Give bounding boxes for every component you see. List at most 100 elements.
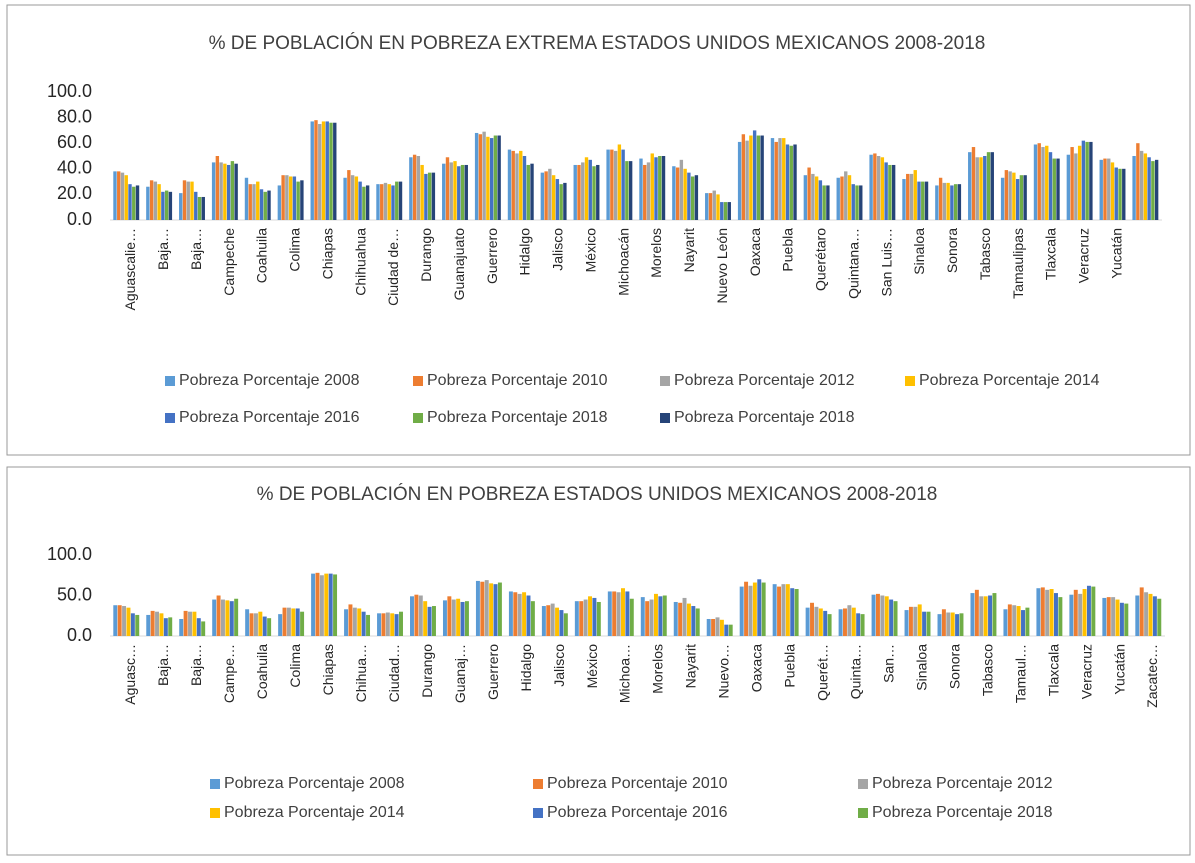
bar <box>354 176 359 220</box>
bar <box>1052 158 1056 220</box>
bar <box>716 194 720 220</box>
bar <box>412 154 417 220</box>
y-tick-label: 0.0 <box>67 625 92 645</box>
bar <box>884 162 888 220</box>
bar <box>1054 593 1058 636</box>
bar <box>1049 589 1054 636</box>
x-tick-label: Zacatec… <box>1144 644 1160 708</box>
bar <box>179 618 184 636</box>
bar <box>970 593 975 636</box>
x-tick-label: Oaxaca <box>749 644 765 692</box>
bar <box>860 614 865 636</box>
y-tick-label: 50.0 <box>57 584 92 604</box>
bar <box>770 138 775 220</box>
bar <box>1106 597 1111 636</box>
bar <box>453 161 457 220</box>
bar <box>234 598 239 636</box>
bar <box>1144 592 1149 636</box>
bar <box>946 182 950 220</box>
bar <box>851 607 856 636</box>
bar <box>418 595 423 636</box>
bar <box>427 606 432 636</box>
legend-label: Pobreza Porcentaje 2012 <box>872 775 1053 792</box>
bar <box>979 596 984 636</box>
bar <box>650 153 654 220</box>
bar <box>694 175 699 220</box>
bar <box>522 156 527 220</box>
bar <box>1004 170 1009 220</box>
bar <box>1003 609 1008 636</box>
bar <box>785 144 790 220</box>
legend-swatch <box>858 808 868 818</box>
bar <box>673 601 678 636</box>
bar <box>333 574 338 636</box>
bar <box>1073 589 1078 636</box>
bar <box>183 610 188 636</box>
bar <box>517 593 522 636</box>
bar <box>1025 607 1030 636</box>
bar <box>409 157 413 220</box>
bar <box>168 617 173 636</box>
bar <box>625 161 629 220</box>
x-tick-label: Hidalgo <box>517 228 533 276</box>
bar <box>475 580 480 636</box>
x-tick-label: Quintana… <box>845 228 861 299</box>
legend-swatch <box>210 808 220 818</box>
bar <box>135 185 140 220</box>
bar <box>986 152 991 220</box>
bar <box>343 177 347 220</box>
bar <box>201 621 206 636</box>
bar <box>843 608 847 636</box>
bar <box>1151 161 1155 220</box>
bar <box>1143 153 1148 220</box>
bar <box>724 624 729 636</box>
bar <box>741 134 746 220</box>
bar <box>474 132 479 220</box>
bar <box>774 141 778 220</box>
bar <box>146 614 151 636</box>
bar <box>715 617 720 636</box>
bar <box>658 156 662 220</box>
bar <box>244 177 249 220</box>
bar <box>281 175 285 220</box>
bar <box>515 153 519 220</box>
bar <box>712 190 716 220</box>
bar <box>629 598 634 636</box>
bar <box>1122 168 1126 220</box>
bar <box>220 599 225 636</box>
bar <box>583 599 588 636</box>
bar <box>904 610 909 636</box>
bar <box>1048 152 1053 220</box>
bar <box>790 588 795 636</box>
bar <box>968 152 972 220</box>
legend-label: Pobreza Porcentaje 2018 <box>872 804 1053 821</box>
panel-top <box>6 4 1191 456</box>
bar <box>168 191 173 220</box>
bar <box>319 575 324 636</box>
x-tick-label: Puebla <box>782 644 798 688</box>
bar <box>120 172 125 220</box>
bar <box>563 613 568 636</box>
bar <box>391 185 395 220</box>
bar <box>245 609 250 636</box>
bar <box>1136 143 1140 220</box>
bar <box>164 190 169 220</box>
x-tick-label: Tamaul… <box>1012 644 1028 703</box>
bar <box>906 173 910 220</box>
bar <box>286 607 291 636</box>
x-tick-label: México <box>584 644 600 689</box>
bar <box>1119 602 1124 636</box>
bar <box>711 618 716 636</box>
bar <box>908 606 913 636</box>
bar <box>1157 598 1162 636</box>
bar <box>1012 605 1017 636</box>
bar <box>654 157 658 220</box>
bar <box>522 592 527 636</box>
bar <box>1021 610 1025 636</box>
bar <box>737 141 742 220</box>
x-tick-label: Chiapas <box>319 228 335 279</box>
bar <box>823 610 828 636</box>
bar <box>526 164 530 220</box>
bar <box>640 597 645 636</box>
bar <box>942 182 947 220</box>
